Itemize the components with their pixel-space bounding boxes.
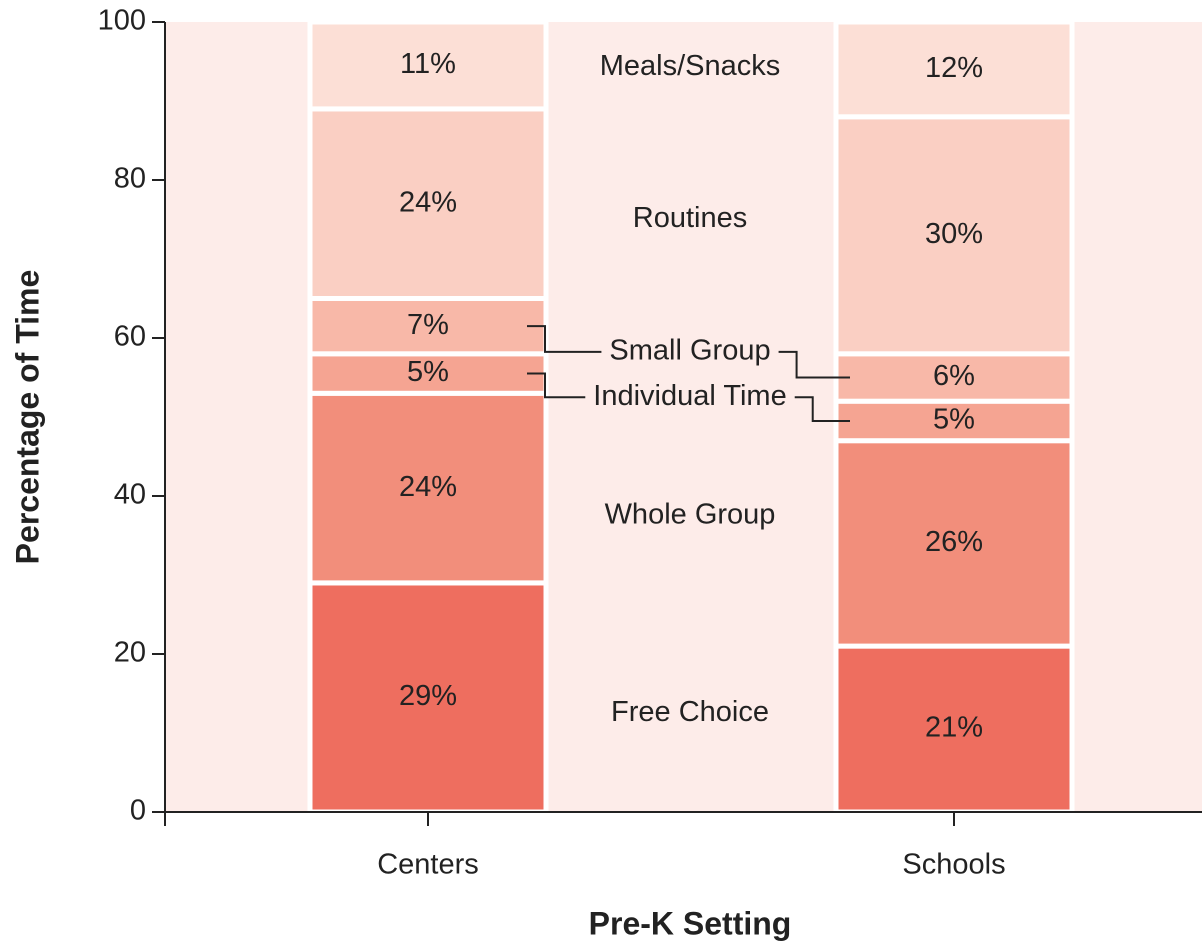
value-label: 30% bbox=[925, 218, 983, 250]
leader-line bbox=[527, 325, 602, 353]
leader-line bbox=[527, 372, 586, 399]
bar-segment bbox=[307, 106, 549, 302]
y-tick-label: 40 bbox=[114, 479, 146, 511]
y-tick-label: 0 bbox=[130, 795, 146, 827]
bar-segment bbox=[307, 580, 549, 815]
series-label: Free Choice bbox=[611, 696, 769, 728]
y-tick-label: 60 bbox=[114, 321, 146, 353]
y-axis-label: Percentage of Time bbox=[9, 270, 45, 565]
bar-segment bbox=[833, 19, 1075, 120]
value-label: 11% bbox=[400, 48, 456, 80]
leader-line bbox=[794, 396, 850, 422]
value-label: 21% bbox=[925, 712, 983, 744]
bar-segment bbox=[833, 351, 1075, 404]
value-label: 29% bbox=[399, 680, 457, 712]
value-label: 5% bbox=[407, 356, 449, 388]
value-label: 12% bbox=[925, 52, 983, 84]
leader-line bbox=[778, 350, 850, 379]
value-label: 26% bbox=[925, 526, 983, 558]
value-label: 7% bbox=[407, 309, 449, 341]
value-label: 24% bbox=[399, 186, 457, 218]
series-label: Small Group bbox=[609, 334, 770, 366]
y-tick-label: 100 bbox=[98, 5, 146, 37]
series-label: Routines bbox=[633, 202, 747, 234]
value-label: 24% bbox=[399, 471, 457, 503]
x-tick-label: Schools bbox=[902, 849, 1005, 881]
value-label: 6% bbox=[933, 360, 975, 392]
bar-segment bbox=[833, 114, 1075, 357]
y-tick-label: 20 bbox=[114, 637, 146, 669]
bar-segment bbox=[833, 398, 1075, 444]
y-tick-label: 80 bbox=[114, 163, 146, 195]
x-axis-label: Pre-K Setting bbox=[589, 905, 792, 941]
bar-segment bbox=[307, 19, 549, 112]
value-label: 5% bbox=[933, 404, 975, 436]
series-label: Meals/Snacks bbox=[600, 50, 781, 82]
series-label: Individual Time bbox=[593, 380, 786, 412]
series-label: Whole Group bbox=[605, 498, 776, 530]
bar-segment bbox=[833, 438, 1075, 649]
x-tick-label: Centers bbox=[377, 849, 479, 881]
